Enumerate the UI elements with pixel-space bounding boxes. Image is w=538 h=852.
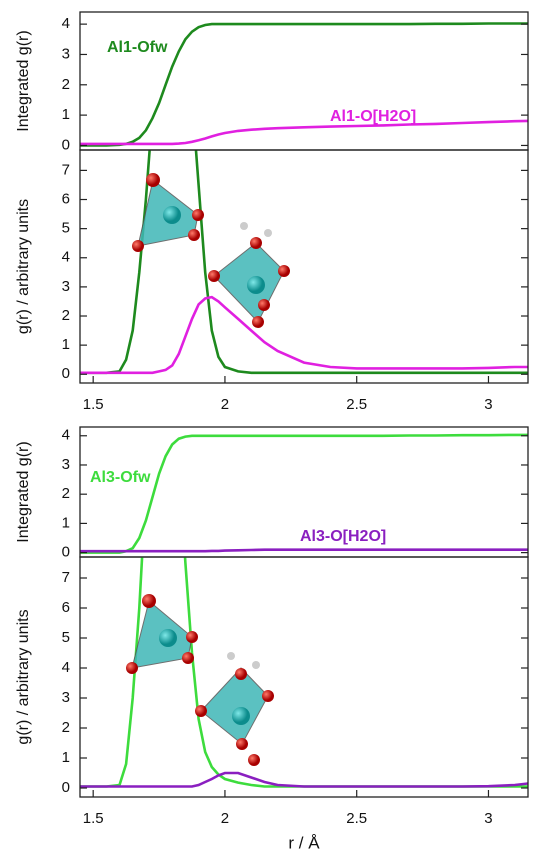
x-tick-label: 2 — [221, 396, 229, 413]
y-tick-label: 5 — [62, 629, 70, 646]
data-line — [80, 550, 528, 552]
data-line — [80, 121, 528, 144]
y-axis-label: g(r) / arbitrary units — [15, 609, 32, 744]
y-tick-label: 7 — [62, 161, 70, 178]
data-line — [80, 773, 528, 787]
y-tick-label: 3 — [62, 456, 70, 473]
panel: 0 1 2 3 4 Integrated g(r) Al3-Ofw Al3-O[H2O] — [15, 427, 528, 561]
x-tick-label: 2.5 — [346, 810, 367, 827]
series-label: Al3-Ofw — [90, 469, 151, 486]
y-tick-label: 0 — [62, 544, 70, 561]
y-tick-label: 1 — [62, 749, 70, 766]
y-tick-label: 2 — [62, 307, 70, 324]
y-tick-label: 0 — [62, 779, 70, 796]
y-tick-label: 2 — [62, 485, 70, 502]
data-line — [80, 338, 528, 787]
y-tick-label: 3 — [62, 689, 70, 706]
y-tick-label: 3 — [62, 45, 70, 62]
y-tick-label: 4 — [62, 659, 70, 676]
x-tick-label: 1.5 — [83, 396, 104, 413]
plot-frame — [80, 557, 528, 797]
y-tick-label: 4 — [62, 427, 70, 444]
x-tick-label: 3 — [484, 396, 492, 413]
series-label: Al1-O[H2O] — [330, 108, 416, 125]
panel: 0 1 2 3 4 5 6 7 1.5 2 2.5 3 g(r) / arbitrary units — [15, 0, 528, 413]
x-axis-label: r / Å — [288, 833, 320, 852]
y-tick-label: 0 — [62, 365, 70, 382]
y-axis-label: Integrated g(r) — [15, 441, 32, 542]
molecule — [132, 173, 204, 252]
y-tick-label: 0 — [62, 136, 70, 153]
molecule — [208, 222, 290, 328]
series-label: Al1-Ofw — [107, 39, 168, 56]
x-tick-label: 2.5 — [346, 396, 367, 413]
panel: 0 1 2 3 4 5 6 7 1.5 2 2.5 3 g(r) / arbitrary units r … — [15, 338, 528, 852]
y-tick-label: 3 — [62, 278, 70, 295]
y-tick-label: 1 — [62, 514, 70, 531]
y-tick-label: 4 — [62, 249, 70, 266]
y-tick-label: 1 — [62, 336, 70, 353]
molecule — [195, 652, 274, 766]
figure: 0 1 2 3 4 Integrated g(r) Al1-Ofw Al1-O[H2O] 0 1 2… — [0, 0, 538, 852]
y-tick-label: 5 — [62, 220, 70, 237]
y-axis-label: g(r) / arbitrary units — [15, 199, 32, 334]
y-tick-label: 6 — [62, 599, 70, 616]
panel: 0 1 2 3 4 Integrated g(r) Al1-Ofw Al1-O[H2O] — [15, 12, 528, 153]
y-tick-label: 2 — [62, 76, 70, 93]
y-tick-label: 1 — [62, 106, 70, 123]
y-tick-label: 4 — [62, 15, 70, 32]
y-tick-label: 6 — [62, 190, 70, 207]
series-label: Al3-O[H2O] — [300, 528, 386, 545]
y-tick-label: 2 — [62, 719, 70, 736]
y-tick-label: 7 — [62, 569, 70, 586]
x-tick-label: 2 — [221, 810, 229, 827]
plots: 0 1 2 3 4 Integrated g(r) Al1-Ofw Al1-O[H2O] 0 1 2… — [15, 0, 528, 852]
data-line — [80, 297, 528, 373]
x-tick-label: 3 — [484, 810, 492, 827]
x-tick-label: 1.5 — [83, 810, 104, 827]
y-axis-label: Integrated g(r) — [15, 30, 32, 131]
